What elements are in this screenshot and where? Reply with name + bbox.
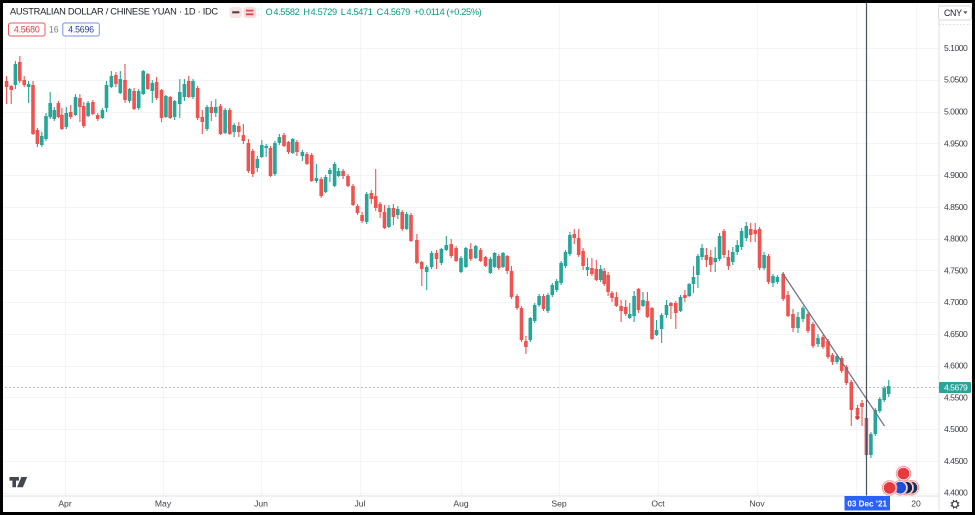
svg-text:4.4500: 4.4500 bbox=[944, 456, 968, 466]
svg-text:Jun: Jun bbox=[254, 499, 268, 509]
svg-text:Sep: Sep bbox=[551, 499, 567, 509]
svg-text:4.5679: 4.5679 bbox=[944, 383, 968, 393]
svg-text:4.6000: 4.6000 bbox=[944, 361, 968, 371]
svg-text:4.7500: 4.7500 bbox=[944, 265, 968, 275]
svg-text:4.9000: 4.9000 bbox=[944, 170, 968, 180]
svg-text:5.0500: 5.0500 bbox=[944, 75, 968, 85]
svg-text:4.8500: 4.8500 bbox=[944, 202, 968, 212]
svg-text:Nov: Nov bbox=[749, 499, 765, 509]
svg-text:Oct: Oct bbox=[651, 499, 665, 509]
svg-text:4.6500: 4.6500 bbox=[944, 329, 968, 339]
svg-text:4.5500: 4.5500 bbox=[944, 392, 968, 402]
svg-text:Jul: Jul bbox=[355, 499, 366, 509]
svg-text:4.7000: 4.7000 bbox=[944, 297, 968, 307]
svg-text:4.5696: 4.5696 bbox=[68, 25, 94, 35]
svg-text:03 Dec ’21: 03 Dec ’21 bbox=[847, 500, 887, 509]
svg-text:Aug: Aug bbox=[453, 499, 469, 509]
svg-text:CNY: CNY bbox=[944, 8, 962, 18]
svg-text:May: May bbox=[155, 499, 172, 509]
svg-text:Apr: Apr bbox=[58, 499, 72, 509]
svg-text:4.4000: 4.4000 bbox=[944, 488, 968, 498]
svg-text:5.1000: 5.1000 bbox=[944, 43, 968, 53]
svg-text:5.0000: 5.0000 bbox=[944, 107, 968, 117]
svg-text:4.8000: 4.8000 bbox=[944, 234, 968, 244]
svg-text:16: 16 bbox=[49, 25, 59, 35]
svg-text:20: 20 bbox=[911, 499, 921, 509]
svg-text:AUSTRALIAN DOLLAR / CHINESE YU: AUSTRALIAN DOLLAR / CHINESE YUAN · 1D · … bbox=[10, 7, 218, 17]
svg-text:4.9500: 4.9500 bbox=[944, 138, 968, 148]
svg-text:4.5000: 4.5000 bbox=[944, 424, 968, 434]
svg-text:4.5680: 4.5680 bbox=[14, 25, 40, 35]
